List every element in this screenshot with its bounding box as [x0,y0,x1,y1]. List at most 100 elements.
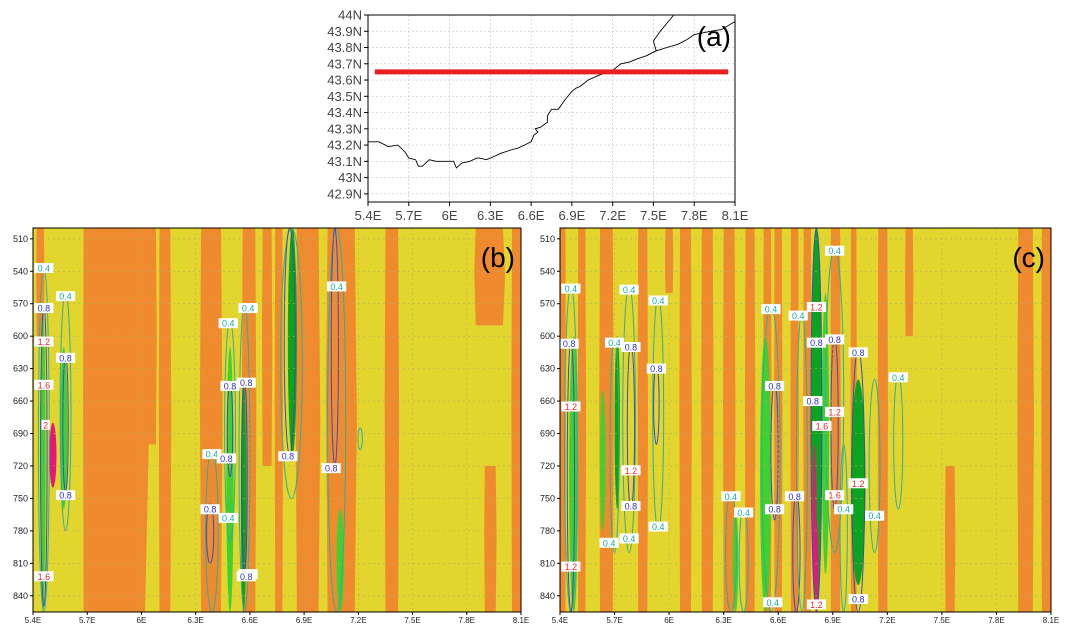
contour-label-text: 0.4 [868,511,881,521]
panel-label-c: (c) [1012,242,1045,273]
contour-label-text: 0.8 [240,572,253,582]
contour-label-text: 1.2 [565,562,578,572]
orange-band [665,228,674,293]
section-x-tick-label: 7.8E [988,616,1004,625]
contour-label-bg [55,490,76,501]
section-y-tick-label: 720 [13,461,28,471]
contour-label: 0.8 [806,337,827,348]
contour-label-text: 0.4 [837,505,850,515]
contour-label-text: 2 [43,420,48,430]
contour-label-bg [788,310,808,321]
map-y-tick-label: 43.7N [327,56,362,71]
contour-label: 0.4 [327,281,347,292]
contour-label: 0.4 [834,504,854,515]
orange-band [325,228,357,612]
orange-band [484,465,497,612]
contour-label-bg [561,283,581,294]
orange-band [158,228,172,612]
contour-label-bg [278,451,298,462]
contour-label: 0.4 [218,512,238,523]
orange-band [89,228,150,612]
contour-label-text: 0.4 [330,282,343,292]
section-y-tick-label: 810 [540,558,555,568]
contour-label-bg [604,337,625,348]
contour-label: 0.4 [648,295,668,306]
contour-label-text: 0.4 [652,296,665,306]
contour-label-text: 1.2 [565,402,578,412]
contour-label: 0.8 [803,396,823,407]
orange-band [679,228,692,612]
contour-label-bg [865,510,885,521]
contour-label-bg [621,500,641,511]
contour-label-text: 0.4 [828,246,841,256]
contour-label-text: 1.2 [810,302,823,312]
contour-label-bg [648,521,668,532]
section-grid [33,228,521,612]
contour-label: 1.2 [621,465,641,476]
map-y-tick-label: 43.6N [327,73,362,88]
contour-label-bg [824,334,845,345]
contour-label: 0.4 [619,533,639,544]
contour-label-bg [621,341,641,352]
map-x-tick-label: 6.3E [477,208,504,223]
orange-band [384,228,400,612]
contour-line [810,228,823,612]
contour-label-bg [824,245,845,256]
contour-label-text: 0.4 [38,264,51,274]
panel-label-b: (b) [481,242,515,273]
map-y-tick-label: 43.1N [327,154,362,169]
contour-label-bg [848,478,868,489]
section-y-tick-label: 750 [13,493,28,503]
contour-label: 1.6 [812,420,832,431]
contour-label-text: 0.8 [768,381,781,391]
section-x-tick-label: 6.9E [825,616,841,625]
section-x-tick-label: 7.8E [459,616,475,625]
section-y-tick-label: 540 [540,266,555,276]
contour-label-bg [216,453,236,464]
contour-label-text: 0.8 [220,454,233,464]
contour-label: 0.8 [784,491,805,502]
orange-band [1041,228,1051,612]
contour-label: 1.2 [848,478,868,489]
contour-label-bg [648,295,668,306]
contour-label: 0.4 [604,337,625,348]
map-y-tick-label: 44N [338,8,362,23]
section-y-tick-label: 630 [13,364,28,374]
contour-line [327,228,347,612]
contour-label-text: 1.2 [828,407,841,417]
map-frame [367,14,736,203]
contour-label: 0.4 [202,449,222,460]
contour-label: 0.8 [278,451,298,462]
panel-a-map: 5.4E 5.7E 6E 6.3E 6.6E 6.9E 7.2E 7.5E 7.8E 8.1E 44… [327,8,748,224]
contour-label-text: 1.6 [38,380,51,390]
orange-band [511,228,521,612]
section-y-tick-label: 690 [540,429,555,439]
contour-label: 0.4 [734,507,754,518]
contour-label-bg [806,337,827,348]
section-y-tick-label: 570 [13,299,28,309]
contour-label-bg [561,401,581,412]
contour-label-bg [734,507,754,518]
contour-label-bg [619,533,639,544]
magenta-spot [49,422,57,488]
coastline [368,21,736,169]
contour-label: 0.8 [621,341,641,352]
contour-label-bg [200,504,220,515]
green-band [226,346,234,612]
section-y-tick-label: 780 [13,526,28,536]
section-plot-b: 0.40.40.81.20.81.620.81.60.40.40.80.80.4… [33,228,521,612]
contour-label: 0.8 [848,347,868,358]
section-x-tick-label: 5.4E [25,616,41,625]
contour-label-bg [236,377,256,388]
contour-label: 0.8 [824,334,845,345]
contour-label-text: 0.4 [737,508,750,518]
contour-label-text: 0.4 [222,319,235,329]
map-y-tick-label: 43.5N [327,89,362,104]
contour-label-text: 0.4 [222,513,235,523]
contour-label-text: 1.2 [810,600,823,610]
contour-label-text: 0.8 [59,353,72,363]
orange-band [83,228,94,612]
orange-band [144,228,157,445]
contour-label-text: 1.6 [38,572,51,582]
contour-label-text: 0.8 [625,501,638,511]
